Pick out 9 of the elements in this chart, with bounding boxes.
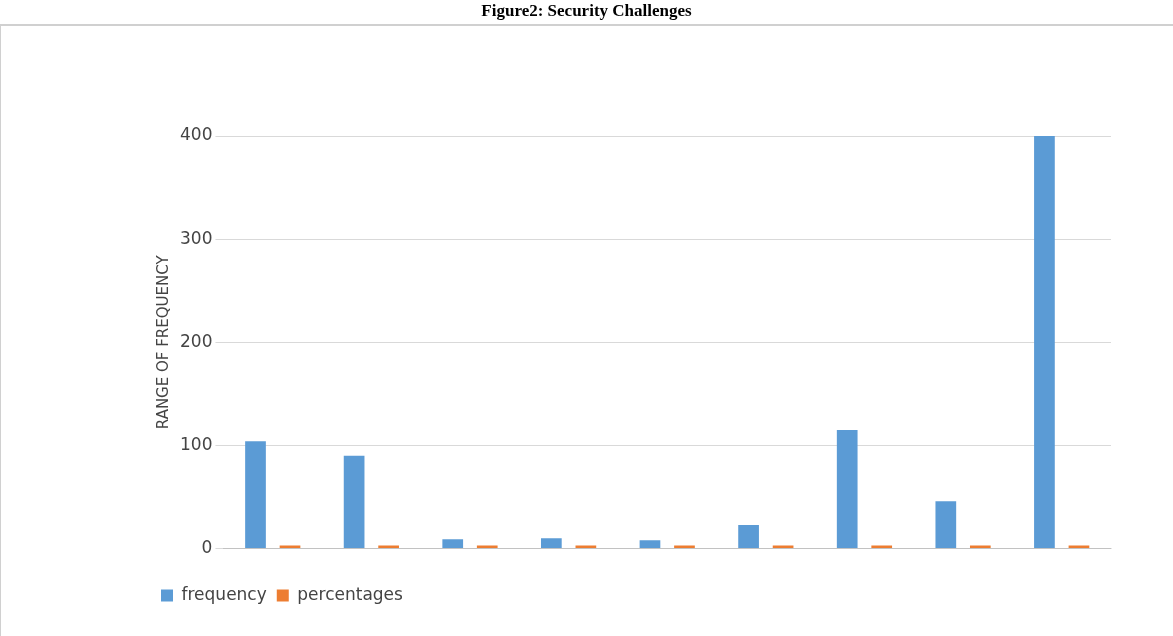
y-tick-label: 200 <box>179 330 213 351</box>
y-tick-label: 300 <box>179 227 213 248</box>
legend-label: percentages <box>297 583 404 604</box>
y-tick-label: 0 <box>201 537 213 558</box>
y-tick-label: 400 <box>179 124 213 145</box>
y-tick-label: 100 <box>179 433 213 454</box>
y-axis-title: RANGE OF FREQUENCY <box>153 254 172 430</box>
chart-title: Figure2: Security Challenges <box>0 0 1173 26</box>
legend-label: frequency <box>181 583 267 604</box>
